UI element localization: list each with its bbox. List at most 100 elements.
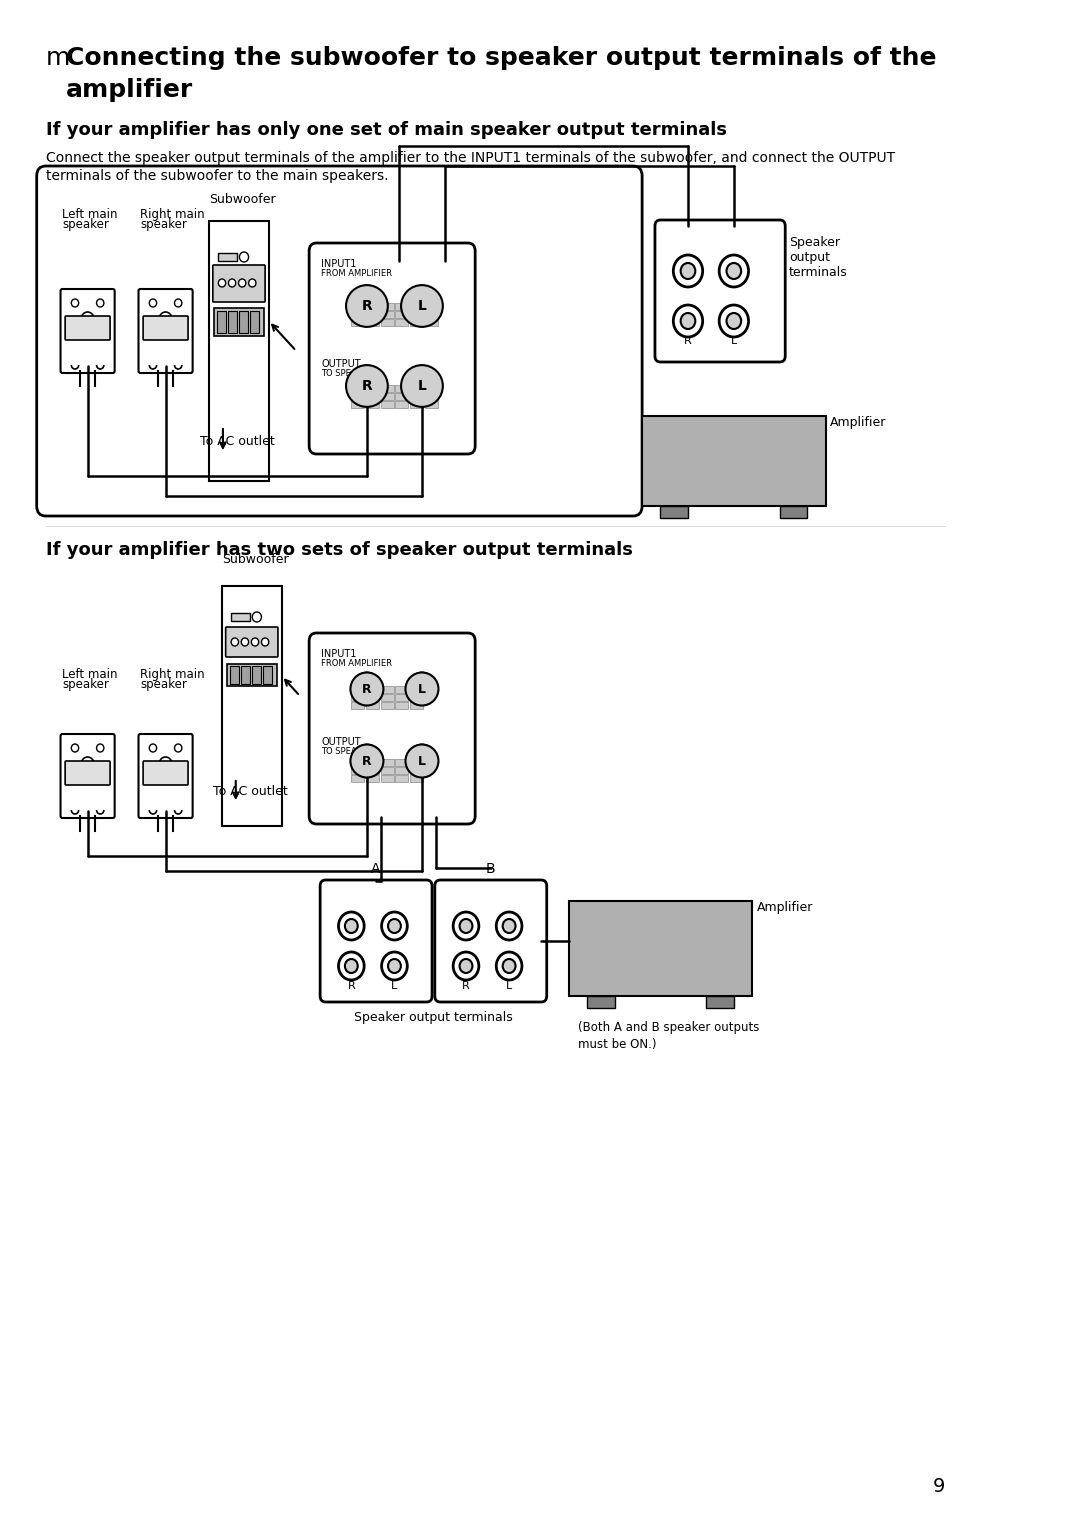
Bar: [231, 613, 249, 621]
Bar: [395, 702, 408, 710]
Text: must be ON.): must be ON.): [578, 1038, 657, 1051]
Bar: [351, 758, 364, 766]
Bar: [351, 702, 364, 710]
Bar: [380, 319, 393, 327]
FancyBboxPatch shape: [65, 316, 110, 340]
Circle shape: [218, 279, 226, 287]
Bar: [380, 775, 393, 781]
Bar: [395, 758, 408, 766]
Bar: [380, 694, 393, 700]
Bar: [410, 702, 423, 710]
Bar: [351, 687, 364, 693]
Bar: [227, 664, 278, 687]
Text: FROM AMPLIFIER: FROM AMPLIFIER: [321, 659, 392, 668]
Text: A: A: [372, 862, 381, 876]
Text: L: L: [418, 754, 426, 768]
Text: L: L: [418, 682, 426, 696]
Bar: [351, 768, 364, 774]
Bar: [424, 385, 437, 392]
Text: (Both A and B speaker outputs: (Both A and B speaker outputs: [578, 1021, 759, 1035]
Text: terminals: terminals: [788, 266, 848, 279]
Bar: [410, 768, 423, 774]
Circle shape: [719, 255, 748, 287]
Bar: [410, 319, 423, 327]
Bar: [251, 311, 259, 333]
Circle shape: [719, 305, 748, 337]
Text: speaker: speaker: [63, 678, 109, 691]
Text: R: R: [362, 378, 373, 394]
Bar: [366, 401, 379, 407]
Circle shape: [405, 288, 438, 324]
Bar: [351, 385, 364, 392]
Bar: [424, 394, 437, 400]
Circle shape: [338, 913, 364, 940]
Text: OUTPUT: OUTPUT: [321, 359, 361, 369]
Text: FROM AMPLIFIER: FROM AMPLIFIER: [321, 269, 392, 278]
Text: Left main: Left main: [63, 668, 118, 681]
FancyBboxPatch shape: [65, 761, 110, 784]
Bar: [351, 694, 364, 700]
Bar: [351, 401, 364, 407]
Bar: [395, 694, 408, 700]
Circle shape: [680, 262, 696, 279]
Circle shape: [497, 913, 522, 940]
Bar: [569, 900, 752, 996]
Circle shape: [381, 913, 407, 940]
Bar: [366, 304, 379, 310]
Bar: [410, 394, 423, 400]
Circle shape: [338, 952, 364, 980]
Bar: [424, 319, 437, 327]
Text: L: L: [507, 981, 512, 990]
Bar: [410, 758, 423, 766]
Bar: [351, 304, 364, 310]
Bar: [218, 253, 237, 261]
Bar: [230, 665, 239, 684]
Text: Amplifier: Amplifier: [831, 417, 887, 429]
Text: Subwoofer: Subwoofer: [222, 552, 288, 566]
Bar: [395, 775, 408, 781]
Text: L: L: [731, 336, 737, 346]
Bar: [366, 385, 379, 392]
Text: speaker: speaker: [63, 218, 109, 230]
Bar: [395, 687, 408, 693]
Circle shape: [231, 638, 239, 645]
Bar: [351, 394, 364, 400]
Bar: [410, 775, 423, 781]
Bar: [410, 311, 423, 317]
Bar: [380, 311, 393, 317]
Text: Connecting the subwoofer to speaker output terminals of the: Connecting the subwoofer to speaker outp…: [66, 46, 936, 70]
Circle shape: [350, 288, 383, 324]
Bar: [366, 319, 379, 327]
Circle shape: [502, 958, 515, 974]
Circle shape: [241, 638, 248, 645]
Text: Amplifier: Amplifier: [757, 900, 813, 914]
Circle shape: [454, 952, 478, 980]
Text: TO SPEAKERS: TO SPEAKERS: [321, 369, 379, 378]
Bar: [410, 401, 423, 407]
Circle shape: [261, 638, 269, 645]
Bar: [222, 586, 282, 826]
Bar: [366, 394, 379, 400]
Text: R: R: [348, 981, 355, 990]
Bar: [351, 319, 364, 327]
Circle shape: [345, 958, 357, 974]
Text: speaker: speaker: [140, 218, 187, 230]
Bar: [424, 304, 437, 310]
Bar: [380, 768, 393, 774]
Bar: [241, 665, 249, 684]
Text: INPUT1: INPUT1: [321, 259, 356, 269]
Text: Left main: Left main: [63, 208, 118, 221]
Bar: [661, 507, 688, 517]
Text: R: R: [362, 754, 372, 768]
Text: Speaker: Speaker: [788, 237, 840, 249]
Bar: [380, 304, 393, 310]
Bar: [380, 401, 393, 407]
Circle shape: [405, 368, 438, 404]
Bar: [214, 308, 265, 336]
Bar: [706, 996, 733, 1009]
Circle shape: [228, 279, 235, 287]
Bar: [395, 768, 408, 774]
Circle shape: [502, 919, 515, 932]
Text: R: R: [462, 981, 470, 990]
Bar: [395, 385, 408, 392]
